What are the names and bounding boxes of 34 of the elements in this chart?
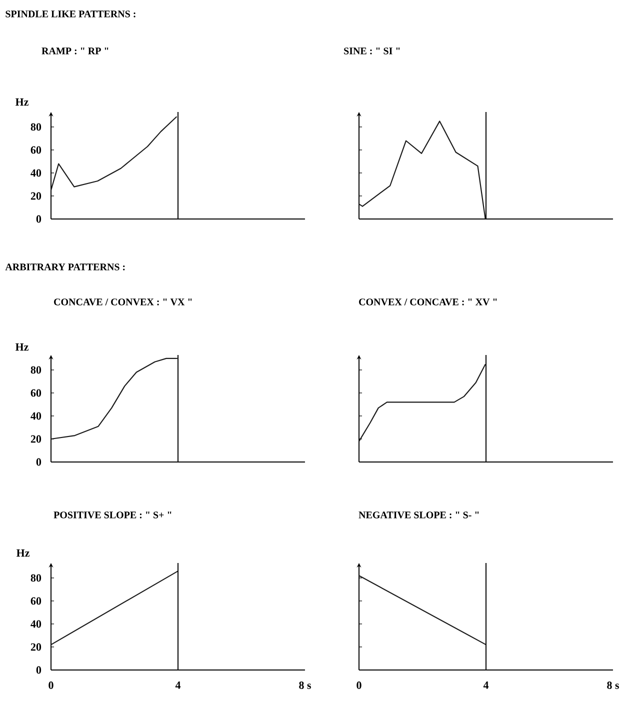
y-tick-label: 60	[30, 597, 42, 605]
y-tick-label: 80	[30, 123, 42, 131]
y-axis-title: Hz	[16, 549, 30, 557]
chart-title: SINE : " SI "	[344, 48, 400, 54]
x-tick-label: 8 s	[607, 682, 619, 689]
chart-title: CONCAVE / CONVEX : " VX "	[54, 298, 192, 306]
y-tick-label: 80	[30, 574, 42, 582]
y-tick-label: 60	[30, 146, 42, 154]
y-tick-label: 20	[30, 192, 42, 200]
y-tick-label: 0	[36, 666, 42, 674]
text: ARBITRARY PATTERNS :	[5, 264, 125, 270]
y-tick-label: 60	[30, 389, 42, 397]
x-tick-label: 4	[483, 682, 489, 689]
y-tick-label: 0	[36, 215, 42, 223]
y-tick-label: 40	[30, 169, 42, 177]
y-axis-title: Hz	[15, 98, 28, 106]
text: SPINDLE LIKE PATTERNS :	[6, 10, 136, 18]
chart-title: CONVEX / CONCAVE : " XV "	[359, 298, 497, 306]
x-tick-label: 8 s	[299, 682, 311, 689]
y-tick-label: 40	[30, 620, 42, 628]
y-tick-label: 80	[30, 366, 42, 374]
y-axis-title: Hz	[15, 343, 28, 351]
x-tick-label: 4	[175, 682, 181, 689]
y-tick-label: 20	[30, 643, 42, 651]
y-tick-label: 40	[30, 412, 42, 420]
line-series	[50, 116, 178, 191]
x-tick-label: 0	[48, 682, 54, 689]
chart-title: POSITIVE SLOPE : " S+ "	[54, 512, 172, 518]
y-tick-label: 0	[36, 458, 42, 466]
chart-title: RAMP : " RP "	[42, 48, 108, 54]
y-tick-label: 20	[30, 435, 42, 443]
x-tick-label: 0	[356, 682, 362, 689]
line-series	[50, 358, 178, 440]
chart-title: NEGATIVE SLOPE : " S- "	[358, 512, 479, 518]
